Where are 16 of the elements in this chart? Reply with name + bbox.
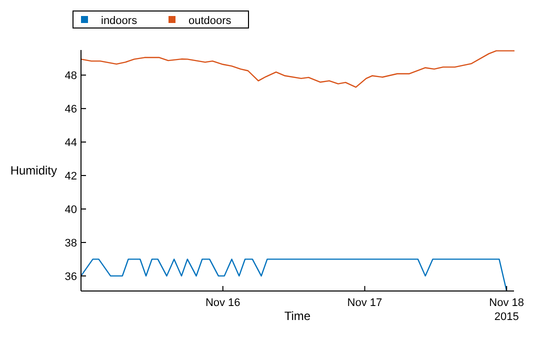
x-tick-label: Nov 17 [347, 297, 382, 309]
legend-label: outdoors [188, 15, 232, 27]
y-tick-label: 48 [64, 70, 77, 82]
y-tick-label: 40 [64, 204, 77, 216]
y-tick-label: 42 [64, 170, 77, 183]
y-tick-label: 44 [64, 137, 77, 150]
x-tick-label: Nov 18 [489, 297, 524, 309]
x-tick-label: Nov 16 [205, 297, 240, 309]
legend-label: indoors [101, 15, 138, 27]
y-tick-label: 36 [64, 270, 77, 283]
y-tick-label: 46 [64, 104, 77, 116]
line-series [80, 50, 515, 88]
y-tick-label: 38 [64, 237, 77, 250]
y-axis-title: Humidity [10, 164, 57, 178]
x-axis-title: Time [284, 309, 311, 323]
text: 2015 [494, 311, 519, 323]
